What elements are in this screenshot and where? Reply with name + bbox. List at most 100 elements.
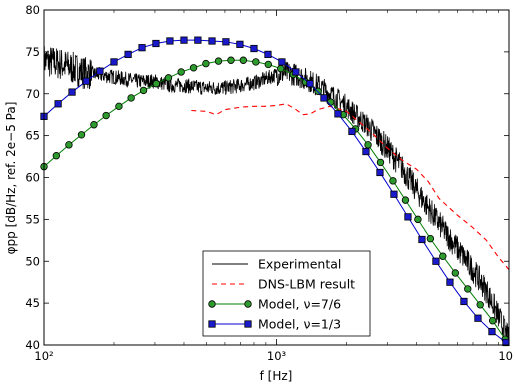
- y-tick-label: 55: [25, 212, 40, 226]
- data-point-square: [334, 110, 342, 118]
- legend-box: [202, 250, 371, 337]
- data-point-square: [166, 37, 174, 45]
- data-point-square: [96, 67, 104, 75]
- data-point-square: [460, 297, 468, 306]
- data-point-circle: [115, 102, 123, 111]
- y-tick-label: 80: [25, 3, 40, 17]
- data-point-circle: [52, 152, 61, 160]
- data-point-square: [152, 39, 160, 48]
- data-point-circle: [389, 177, 397, 185]
- x-axis-label: f [Hz]: [260, 369, 293, 383]
- legend-marker: [244, 300, 252, 308]
- data-point-square: [110, 58, 118, 66]
- series-line-4: [43, 39, 507, 343]
- data-point-circle: [464, 285, 472, 293]
- data-point-circle: [189, 64, 198, 72]
- data-point-circle: [451, 269, 459, 277]
- legend-label: DNS-LBM result: [258, 277, 355, 292]
- data-point-circle: [426, 234, 435, 243]
- data-point-circle: [239, 56, 248, 64]
- data-point-circle: [314, 87, 322, 95]
- legend-items: Experimental DNS-LBM result Model, ν=7/6 Mo…: [208, 257, 355, 332]
- y-tick-label: 45: [25, 296, 40, 310]
- data-point-square: [194, 36, 202, 44]
- series-1: [43, 46, 510, 346]
- data-point-square: [264, 50, 272, 58]
- legend: Experimental DNS-LBM result Model, ν=7/6 Mo…: [202, 250, 371, 337]
- legend-label: Model, ν=1/3: [258, 317, 341, 332]
- y-tick-label: 70: [25, 87, 40, 101]
- data-point-square: [306, 80, 314, 88]
- data-point-square: [68, 88, 76, 96]
- legend-marker: [208, 320, 216, 328]
- data-point-circle: [439, 252, 447, 260]
- data-point-square: [222, 38, 230, 46]
- data-point-circle: [476, 301, 484, 309]
- data-point-circle: [488, 317, 497, 325]
- series-4: [40, 36, 510, 347]
- data-point-square: [180, 36, 188, 44]
- legend-entry-2: DNS-LBM result: [212, 277, 355, 292]
- data-point-square: [292, 68, 300, 76]
- y-tick-label: 75: [25, 45, 40, 59]
- data-point-circle: [376, 158, 385, 167]
- x-tick-label: 10: [498, 349, 513, 363]
- y-tick-label: 40: [25, 338, 40, 352]
- data-point-square: [418, 235, 426, 244]
- data-point-circle: [177, 68, 185, 76]
- y-tick-label: 65: [25, 129, 40, 143]
- data-point-square: [432, 257, 440, 265]
- data-point-circle: [364, 141, 372, 149]
- data-point-circle: [227, 56, 235, 64]
- data-point-square: [278, 58, 286, 66]
- data-point-circle: [164, 74, 173, 82]
- series-2: [191, 103, 510, 270]
- data-point-circle: [152, 79, 160, 88]
- data-point-circle: [102, 111, 110, 120]
- data-point-square: [138, 44, 146, 52]
- legend-label: Experimental: [258, 257, 341, 272]
- data-point-circle: [77, 131, 86, 139]
- data-point-square: [236, 40, 244, 48]
- data-point-square: [208, 37, 216, 45]
- y-tick-label: 60: [25, 171, 40, 185]
- legend-marker: [244, 320, 252, 328]
- data-point-circle: [277, 64, 285, 73]
- data-point-square: [362, 147, 370, 156]
- series-layer: [40, 36, 510, 347]
- x-tick-label: 10³: [267, 349, 287, 363]
- data-point-square: [124, 50, 132, 58]
- data-point-square: [488, 327, 496, 336]
- data-point-square: [82, 77, 90, 85]
- data-point-circle: [252, 58, 260, 66]
- series-line-experimental: [43, 46, 510, 346]
- data-point-circle: [127, 94, 135, 102]
- data-point-square: [250, 44, 258, 53]
- legend-marker: [208, 300, 216, 308]
- data-point-circle: [139, 86, 148, 95]
- legend-entry-1: Experimental: [212, 257, 341, 272]
- data-point-square: [376, 168, 384, 177]
- data-point-square: [348, 127, 356, 136]
- data-point-circle: [90, 121, 98, 129]
- y-axis-label: φpp [dB/Hz, ref. 2e−5 Pa]: [4, 102, 18, 255]
- legend-entry-3: Model, ν=7/6: [208, 297, 341, 312]
- data-point-square: [474, 314, 482, 322]
- data-point-square: [404, 213, 412, 221]
- data-point-square: [320, 94, 328, 102]
- data-point-circle: [202, 59, 210, 68]
- x-tick-label: 10²: [34, 349, 53, 363]
- data-point-square: [446, 278, 454, 286]
- plot-frame: [43, 9, 510, 346]
- data-point-circle: [65, 141, 73, 149]
- y-tick-label: 50: [25, 254, 40, 268]
- data-point-circle: [414, 215, 422, 224]
- data-point-circle: [214, 57, 223, 65]
- data-point-circle: [264, 60, 272, 69]
- legend-entry-4: Model, ν=1/3: [208, 317, 341, 332]
- series-line-2: [191, 103, 510, 270]
- data-point-square: [54, 100, 62, 108]
- legend-label: Model, ν=7/6: [258, 297, 341, 312]
- data-point-circle: [326, 98, 335, 106]
